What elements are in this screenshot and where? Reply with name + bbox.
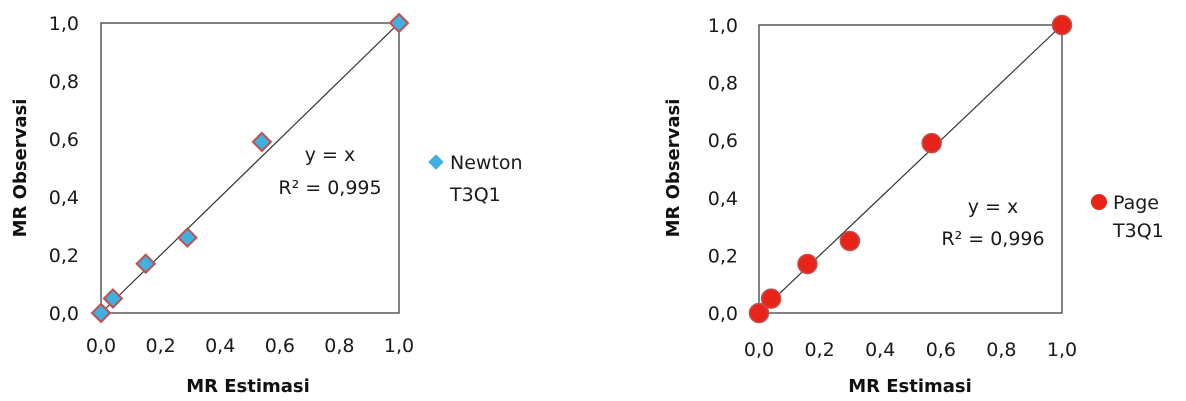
y-tick-label: 1,0	[49, 13, 79, 35]
y-tick-label: 0,6	[708, 130, 738, 152]
legend-label-line1: Newton	[450, 152, 523, 174]
data-points	[90, 12, 410, 324]
r-squared-label: R² = 0,996	[941, 228, 1044, 250]
data-point-circle	[797, 253, 818, 275]
legend-circle-marker	[1091, 194, 1107, 210]
data-point-circle	[1051, 14, 1073, 36]
data-point-circle	[760, 288, 782, 309]
x-tick-label: 0,2	[804, 339, 834, 361]
x-tick-label: 0,0	[86, 335, 116, 357]
x-axis-title: MR Estimasi	[848, 376, 972, 397]
y-axis-title: MR Observasi	[663, 99, 684, 238]
data-point-diamond	[388, 12, 410, 34]
x-tick-label: 0,6	[926, 339, 956, 361]
y-tick-label: 0,4	[49, 187, 79, 209]
x-tick-label: 0,6	[265, 335, 295, 357]
data-point-diamond	[102, 288, 124, 309]
x-tick-label: 0,2	[145, 335, 175, 357]
chart-newton: 0,0 0,2 0,4 0,6 0,8 1,0 0,0 0,2 0,4 0,6 0,8 1,0 y …	[10, 12, 523, 397]
y-tick-label: 0,2	[708, 245, 738, 267]
chart-page: 0,0 0,2 0,4 0,6 0,8 1,0 0,0 0,2 0,4 0,6 0,8 1,0 y …	[663, 14, 1164, 397]
x-tick-label: 1,0	[1047, 339, 1077, 361]
y-axis-title: MR Observasi	[10, 99, 31, 238]
legend-label-line2: T3Q1	[449, 184, 501, 206]
legend-label-line2: T3Q1	[1112, 220, 1164, 242]
legend: Page T3Q1	[1091, 192, 1164, 242]
y-tick-label: 0,8	[49, 71, 79, 93]
y-tick-label: 1,0	[708, 15, 738, 37]
data-points	[748, 14, 1073, 324]
x-tick-label: 0,4	[865, 339, 895, 361]
y-tick-labels: 0,0 0,2 0,4 0,6 0,8 1,0	[708, 15, 738, 325]
r-squared-label: R² = 0,995	[278, 177, 381, 199]
y-tick-label: 0,0	[49, 303, 79, 325]
data-point-diamond	[177, 227, 198, 249]
data-point-diamond	[251, 131, 273, 153]
data-point-circle	[839, 230, 861, 252]
data-point-circle	[921, 132, 942, 154]
y-tick-label: 0,6	[49, 129, 79, 151]
y-tick-label: 0,8	[708, 73, 738, 95]
x-tick-labels: 0,0 0,2 0,4 0,6 0,8 1,0	[86, 335, 414, 357]
y-tick-label: 0,4	[708, 188, 738, 210]
data-point-diamond	[90, 302, 112, 324]
legend: Newton T3Q1	[428, 152, 523, 206]
legend-diamond-marker	[428, 154, 444, 170]
x-tick-label: 1,0	[384, 335, 414, 357]
x-axis-title: MR Estimasi	[186, 376, 310, 397]
equation-label: y = x	[968, 196, 1019, 218]
x-tick-label: 0,4	[205, 335, 235, 357]
x-tick-labels: 0,0 0,2 0,4 0,6 0,8 1,0	[744, 339, 1077, 361]
y-tick-label: 0,0	[708, 303, 738, 325]
equation-label: y = x	[305, 144, 356, 166]
x-tick-label: 0,8	[986, 339, 1016, 361]
y-tick-labels: 0,0 0,2 0,4 0,6 0,8 1,0	[49, 13, 79, 325]
x-tick-label: 0,8	[324, 335, 354, 357]
x-tick-label: 0,0	[744, 339, 774, 361]
data-point-circle	[748, 302, 770, 324]
legend-label-line1: Page	[1113, 192, 1159, 214]
data-point-diamond	[135, 253, 157, 275]
y-tick-label: 0,2	[49, 245, 79, 267]
